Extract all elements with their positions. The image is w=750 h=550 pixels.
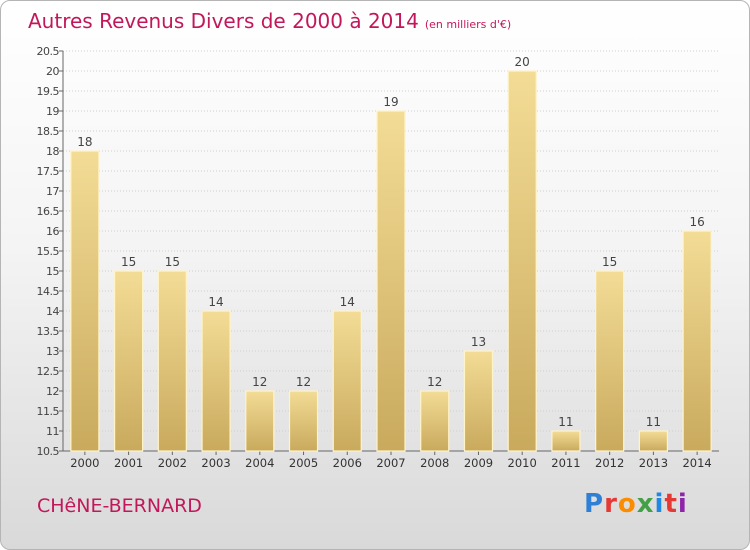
bar-2012 [595,270,625,452]
data-label-2004: 12 [252,375,267,389]
bars [70,70,712,452]
logo-letter: r [604,489,618,519]
logo-letter: t [664,489,678,519]
y-tick-label: 18.5 [37,125,60,138]
chart-title: Autres Revenus Divers de 2000 à 2014 (en … [28,9,511,33]
proxiti-logo[interactable]: Proxiti [584,489,688,519]
data-label-2010: 20 [515,55,530,69]
y-tick-label: 20.5 [37,45,60,58]
x-tick-label-2004: 2004 [245,456,274,470]
x-tick-label-2011: 2011 [551,456,580,470]
chart-title-text: Autres Revenus Divers de 2000 à 2014 [28,9,419,33]
labels: 10.5 11 11.5 12 12.5 13 13.5 14 14.5 15 15.5 16 16.5… [37,45,712,470]
data-label-2003: 14 [208,295,223,309]
bar-2004 [245,390,275,452]
bar-2010 [507,70,537,452]
logo-letter: x [636,489,655,519]
x-tick-label-2000: 2000 [70,456,99,470]
y-tick-label: 12 [46,385,59,398]
data-label-2008: 12 [427,375,442,389]
data-label-2001: 15 [121,255,136,269]
y-tick-label: 12.5 [37,365,60,378]
bar-2006 [332,310,362,452]
bar-2000 [70,150,100,452]
data-label-2014: 16 [689,215,704,229]
x-tick-label-2008: 2008 [420,456,449,470]
y-tick-label: 11 [46,425,59,438]
x-tick-label-2003: 2003 [201,456,230,470]
y-tick-label: 15.5 [37,245,60,258]
x-tick-label-2009: 2009 [464,456,493,470]
commune-name: CHêNE-BERNARD [37,495,202,517]
data-label-2009: 13 [471,335,486,349]
x-tick-label-2013: 2013 [639,456,668,470]
logo-letter: P [584,489,605,519]
bar-2001 [113,270,144,452]
y-tick-label: 17.5 [37,165,60,178]
y-tick-label: 10.5 [37,445,60,458]
y-tick-label: 14 [46,305,59,318]
x-tick-label-2002: 2002 [158,456,187,470]
x-tick-label-2005: 2005 [289,456,318,470]
x-tick-label-2010: 2010 [508,456,537,470]
x-tick-label-2001: 2001 [114,456,143,470]
y-tick-label: 18 [46,145,59,158]
bar-2008 [420,390,450,452]
data-label-2002: 15 [165,255,180,269]
data-label-2007: 19 [383,95,398,109]
chart-unit-label: (en milliers d'€) [424,18,512,31]
y-tick-label: 19 [46,105,59,118]
bar-2007 [376,110,406,452]
x-tick-label-2014: 2014 [682,456,711,470]
x-tick-label-2007: 2007 [376,456,405,470]
bar-2005 [288,390,319,452]
bar-2009 [463,350,494,452]
bar-2013 [638,430,669,452]
bar-2011 [551,430,581,452]
data-label-2012: 15 [602,255,617,269]
data-label-2013: 11 [646,415,661,429]
y-tick-label: 16.5 [37,205,60,218]
bar-2002 [157,270,187,452]
data-label-2005: 12 [296,375,311,389]
logo-letter: i [677,489,688,519]
y-tick-label: 16 [46,225,59,238]
bar-2014 [682,230,712,452]
y-tick-label: 14.5 [37,285,60,298]
data-label-2006: 14 [340,295,355,309]
y-tick-label: 11.5 [37,405,60,418]
y-tick-label: 15 [46,265,59,278]
data-label-2000: 18 [77,135,92,149]
x-tick-label-2006: 2006 [333,456,362,470]
y-tick-label: 17 [46,185,59,198]
bar-2003 [201,310,231,452]
logo-letter: i [654,489,665,519]
y-tick-label: 13 [46,345,59,358]
y-tick-label: 20 [46,65,59,78]
y-tick-label: 13.5 [37,325,60,338]
data-label-2011: 11 [558,415,573,429]
y-tick-label: 19.5 [37,85,60,98]
logo-letter: o [617,489,637,519]
x-tick-label-2012: 2012 [595,456,624,470]
